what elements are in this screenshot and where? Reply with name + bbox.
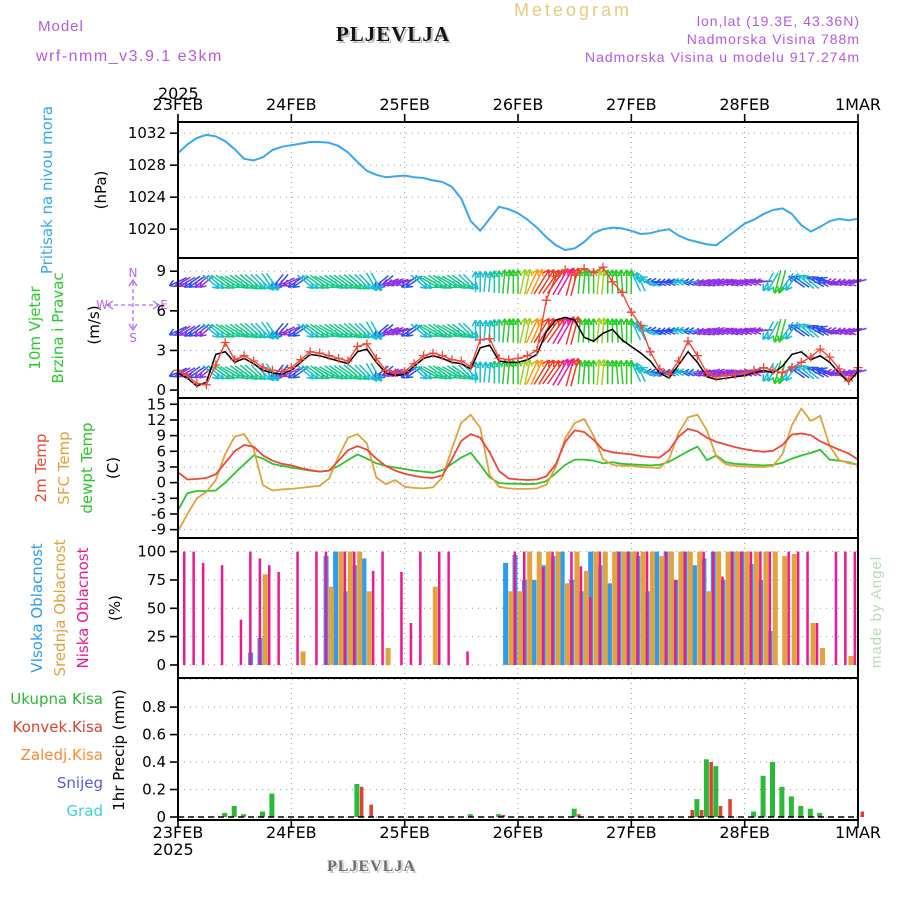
pressure-ytick-label: 1020 [128,220,166,238]
cloud-ytick-label: 0 [156,656,166,674]
temp-ytick-label: -6 [151,505,166,523]
station-model-elevation: Nadmorska Visina u modelu 917.274m [585,49,860,65]
pressure-ytick-label: 1024 [128,188,166,206]
wind-compass: N S W E [96,266,168,345]
temp-ytick-label: 3 [156,458,166,476]
page-title: PLJEVLJA [335,22,451,46]
wind-arrows-O [525,268,544,385]
pressure-panel [178,122,858,258]
temp-line [177,445,859,511]
cloud-ytick-label: 100 [137,543,166,561]
svg-text:E: E [160,298,168,312]
cloud-ytick-label: 50 [147,599,166,617]
footer-station: PLJEVLJA [327,858,416,875]
temp-ytick-label: 12 [147,411,166,429]
precip-legend-total: Ukupna Kisa [10,690,103,708]
x-axis-label-bottom: 27FEB [606,823,657,842]
temp-ytick-label: 6 [156,442,166,460]
temp-line [177,427,859,481]
station-elevation: Nadmorska Visina 788m [686,31,860,47]
cloud-bars [262,551,854,665]
x-axis-label-top: 26FEB [493,95,544,114]
precip-panel [178,678,858,820]
station-lonlat: lon,lat (19.3E, 43.36N) [696,13,860,29]
precip-bars [359,762,864,817]
precip-bars [222,759,823,817]
x-axis-label-bottom: 23FEB [153,823,204,842]
model-name: wrf-nmm_v3.9.1 e3km [36,48,223,65]
app-title: Meteogram [514,0,633,20]
cloud-ytick-label: 75 [147,571,166,589]
x-axis-label-bottom: 28FEB [719,823,770,842]
wind-arrows-M [552,267,574,386]
cloud-ytick-label: 25 [147,628,166,646]
x-axis-label-bottom: 25FEB [379,823,430,842]
precip-legend-convective: Konvek.Kisa [12,718,103,736]
station-meta: lon,lat (19.3E, 43.36N) Nadmorska Visina… [585,12,860,66]
wind-ytick-label: 9 [156,262,166,280]
wind-arrows-R [533,267,581,387]
temp-panel [178,398,858,538]
year-label-top: 2025 [158,84,199,103]
temp-ytick-label: 0 [156,474,166,492]
x-axis-label-top: 25FEB [379,95,430,114]
pressure-line [177,133,859,251]
precip-legend-hail: Grad [66,802,103,820]
precip-legend-frozen: Zaledj.Kisa [20,746,103,764]
x-axis-label-bottom: 26FEB [493,823,544,842]
temp-line [177,407,859,532]
precip-legend-snow: Snijeg [56,774,103,792]
cloud-bars [183,551,857,665]
x-axis-label-bottom: 24FEB [266,823,317,842]
wind-ytick-label: 0 [156,381,166,399]
x-axis-label-bottom: 1MAR [835,823,881,842]
x-axis-label-top: 23FEB [153,95,204,114]
temp-ytick-label: -3 [151,489,166,507]
model-label: Model [38,18,84,35]
pressure-ytick-label: 1032 [128,124,166,142]
svg-text:W: W [96,298,108,312]
x-axis-label-top: 28FEB [719,95,770,114]
x-axis-label-top: 27FEB [606,95,657,114]
precip-ytick-label: 0.8 [142,698,166,716]
wind-arrows-T [210,270,504,384]
temp-ytick-label: -9 [151,521,166,539]
precip-ytick-label: 0 [156,808,166,826]
precip-ytick-label: 0.4 [142,753,166,771]
x-axis-label-top: 24FEB [266,95,317,114]
wind-ytick-label: 6 [156,302,166,320]
wind-ytick-label: 3 [156,341,166,359]
year-label-bottom: 2025 [153,840,194,859]
precip-ytick-label: 0.2 [142,781,166,799]
precip-ytick-label: 0.6 [142,726,166,744]
pressure-ytick-label: 1028 [128,156,166,174]
temp-ytick-label: 9 [156,427,166,445]
x-axis-label-top: 1MAR [835,95,881,114]
svg-text:S: S [129,331,137,345]
temp-ytick-label: 15 [147,395,166,413]
svg-text:N: N [129,266,138,280]
